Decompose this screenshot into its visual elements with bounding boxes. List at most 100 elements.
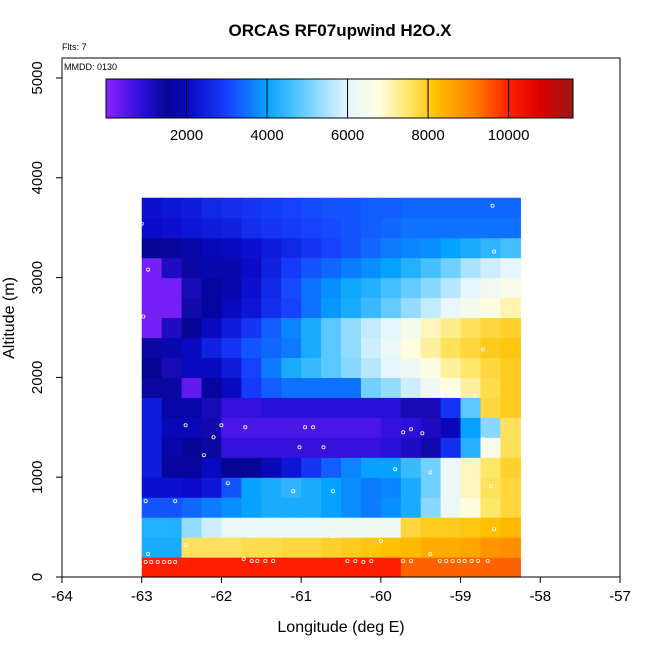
- heatmap-cell: [241, 377, 262, 398]
- heatmap-cell: [161, 237, 183, 259]
- heatmap-cell: [261, 397, 282, 418]
- heatmap-cell: [281, 217, 302, 239]
- heatmap-cell: [281, 417, 302, 438]
- x-axis-label: Longitude (deg E): [277, 619, 404, 636]
- heatmap-cell: [221, 417, 242, 438]
- heatmap-cell: [440, 517, 462, 538]
- heatmap-cell: [221, 237, 242, 259]
- heatmap-cell: [201, 377, 223, 398]
- sample-point: [330, 489, 335, 494]
- heatmap-cell: [400, 497, 422, 518]
- heatmap-cell: [301, 337, 322, 359]
- heatmap-cell: [221, 377, 242, 398]
- heatmap-cell: [141, 337, 163, 359]
- heatmap-cell: [261, 477, 282, 498]
- heatmap-cell: [161, 337, 183, 359]
- heatmap-cell: [380, 557, 402, 578]
- heatmap-cell: [500, 477, 521, 498]
- heatmap-cell: [181, 217, 203, 239]
- sample-point: [146, 552, 151, 557]
- sample-point: [485, 559, 490, 564]
- heatmap-cell: [360, 357, 382, 378]
- heatmap-cell: [341, 377, 362, 398]
- heatmap-cell: [181, 297, 203, 319]
- heatmap-cell: [181, 457, 203, 478]
- heatmap-cell: [360, 517, 382, 538]
- heatmap-cell: [321, 497, 342, 518]
- heatmap-cell: [181, 497, 203, 518]
- heatmap-cell: [341, 237, 362, 259]
- heatmap-cell: [500, 297, 521, 319]
- sample-point: [393, 467, 398, 472]
- plot-frame: [61, 57, 621, 578]
- heatmap-cell: [341, 297, 362, 319]
- heatmap-cell: [380, 457, 402, 478]
- heatmap-cell: [420, 237, 442, 259]
- heatmap-cell: [281, 437, 302, 458]
- sample-point: [219, 423, 224, 428]
- heatmap-cell: [301, 297, 322, 319]
- sample-point: [263, 559, 268, 564]
- heatmap-cell: [460, 397, 482, 418]
- sample-point: [271, 559, 276, 564]
- heatmap-cell: [360, 317, 382, 339]
- heatmap-cell: [141, 277, 163, 299]
- heatmap-cell: [480, 357, 502, 378]
- heatmap-cell: [141, 257, 163, 279]
- heatmap-cell: [321, 337, 342, 359]
- heatmap-cell: [241, 477, 262, 498]
- heatmap-cell: [281, 237, 302, 259]
- heatmap-cell: [440, 457, 462, 478]
- heatmap-cell: [500, 357, 521, 378]
- colorbar-tick-label: 10000: [488, 127, 530, 144]
- heatmap-cell: [420, 557, 442, 578]
- sample-point: [201, 453, 206, 458]
- heatmap-cell: [181, 437, 203, 458]
- y-tick-label: 2000: [29, 361, 46, 394]
- sample-point: [476, 559, 481, 564]
- heatmap-cell: [420, 477, 442, 498]
- heatmap-cell: [321, 217, 342, 239]
- heatmap-cell: [161, 457, 183, 478]
- heatmap-cell: [181, 477, 203, 498]
- y-axis-label: Altitude (m): [1, 277, 18, 359]
- heatmap-cell: [341, 317, 362, 339]
- heatmap-cell: [221, 317, 242, 339]
- heatmap-cell: [420, 457, 442, 478]
- heatmap-cell: [360, 337, 382, 359]
- heatmap-cell: [420, 537, 442, 558]
- heatmap-cell: [400, 317, 422, 339]
- heatmap-cell: [341, 357, 362, 378]
- heatmap-cell: [500, 517, 521, 538]
- heatmap-cell: [281, 257, 302, 279]
- heatmap-cell: [400, 197, 422, 219]
- heatmap-cell: [301, 437, 322, 458]
- heatmap-cell: [221, 557, 242, 578]
- heatmap-cell: [161, 497, 183, 518]
- heatmap-cell: [341, 517, 362, 538]
- heatmap-cell: [261, 457, 282, 478]
- heatmap-cell: [341, 197, 362, 219]
- heatmap-cell: [360, 197, 382, 219]
- heatmap-cell: [241, 197, 262, 219]
- heatmap-cell: [181, 277, 203, 299]
- heatmap-cell: [460, 357, 482, 378]
- heatmap-cell: [181, 377, 203, 398]
- heatmap-cell: [141, 557, 163, 578]
- heatmap-cell: [400, 297, 422, 319]
- heatmap-cell: [360, 397, 382, 418]
- heatmap-cell: [241, 257, 262, 279]
- heatmap-cell: [360, 237, 382, 259]
- sample-point: [211, 435, 216, 440]
- heatmap-cell: [161, 317, 183, 339]
- heatmap-cell: [480, 377, 502, 398]
- heatmap-cell: [181, 357, 203, 378]
- sample-point: [480, 347, 485, 352]
- heatmap-cell: [400, 457, 422, 478]
- heatmap-cell: [301, 217, 322, 239]
- sample-point: [401, 430, 406, 435]
- y-tick-label: 5000: [29, 61, 46, 94]
- sample-point: [345, 559, 350, 564]
- heatmap-cell: [380, 277, 402, 299]
- heatmap-cell: [321, 397, 342, 418]
